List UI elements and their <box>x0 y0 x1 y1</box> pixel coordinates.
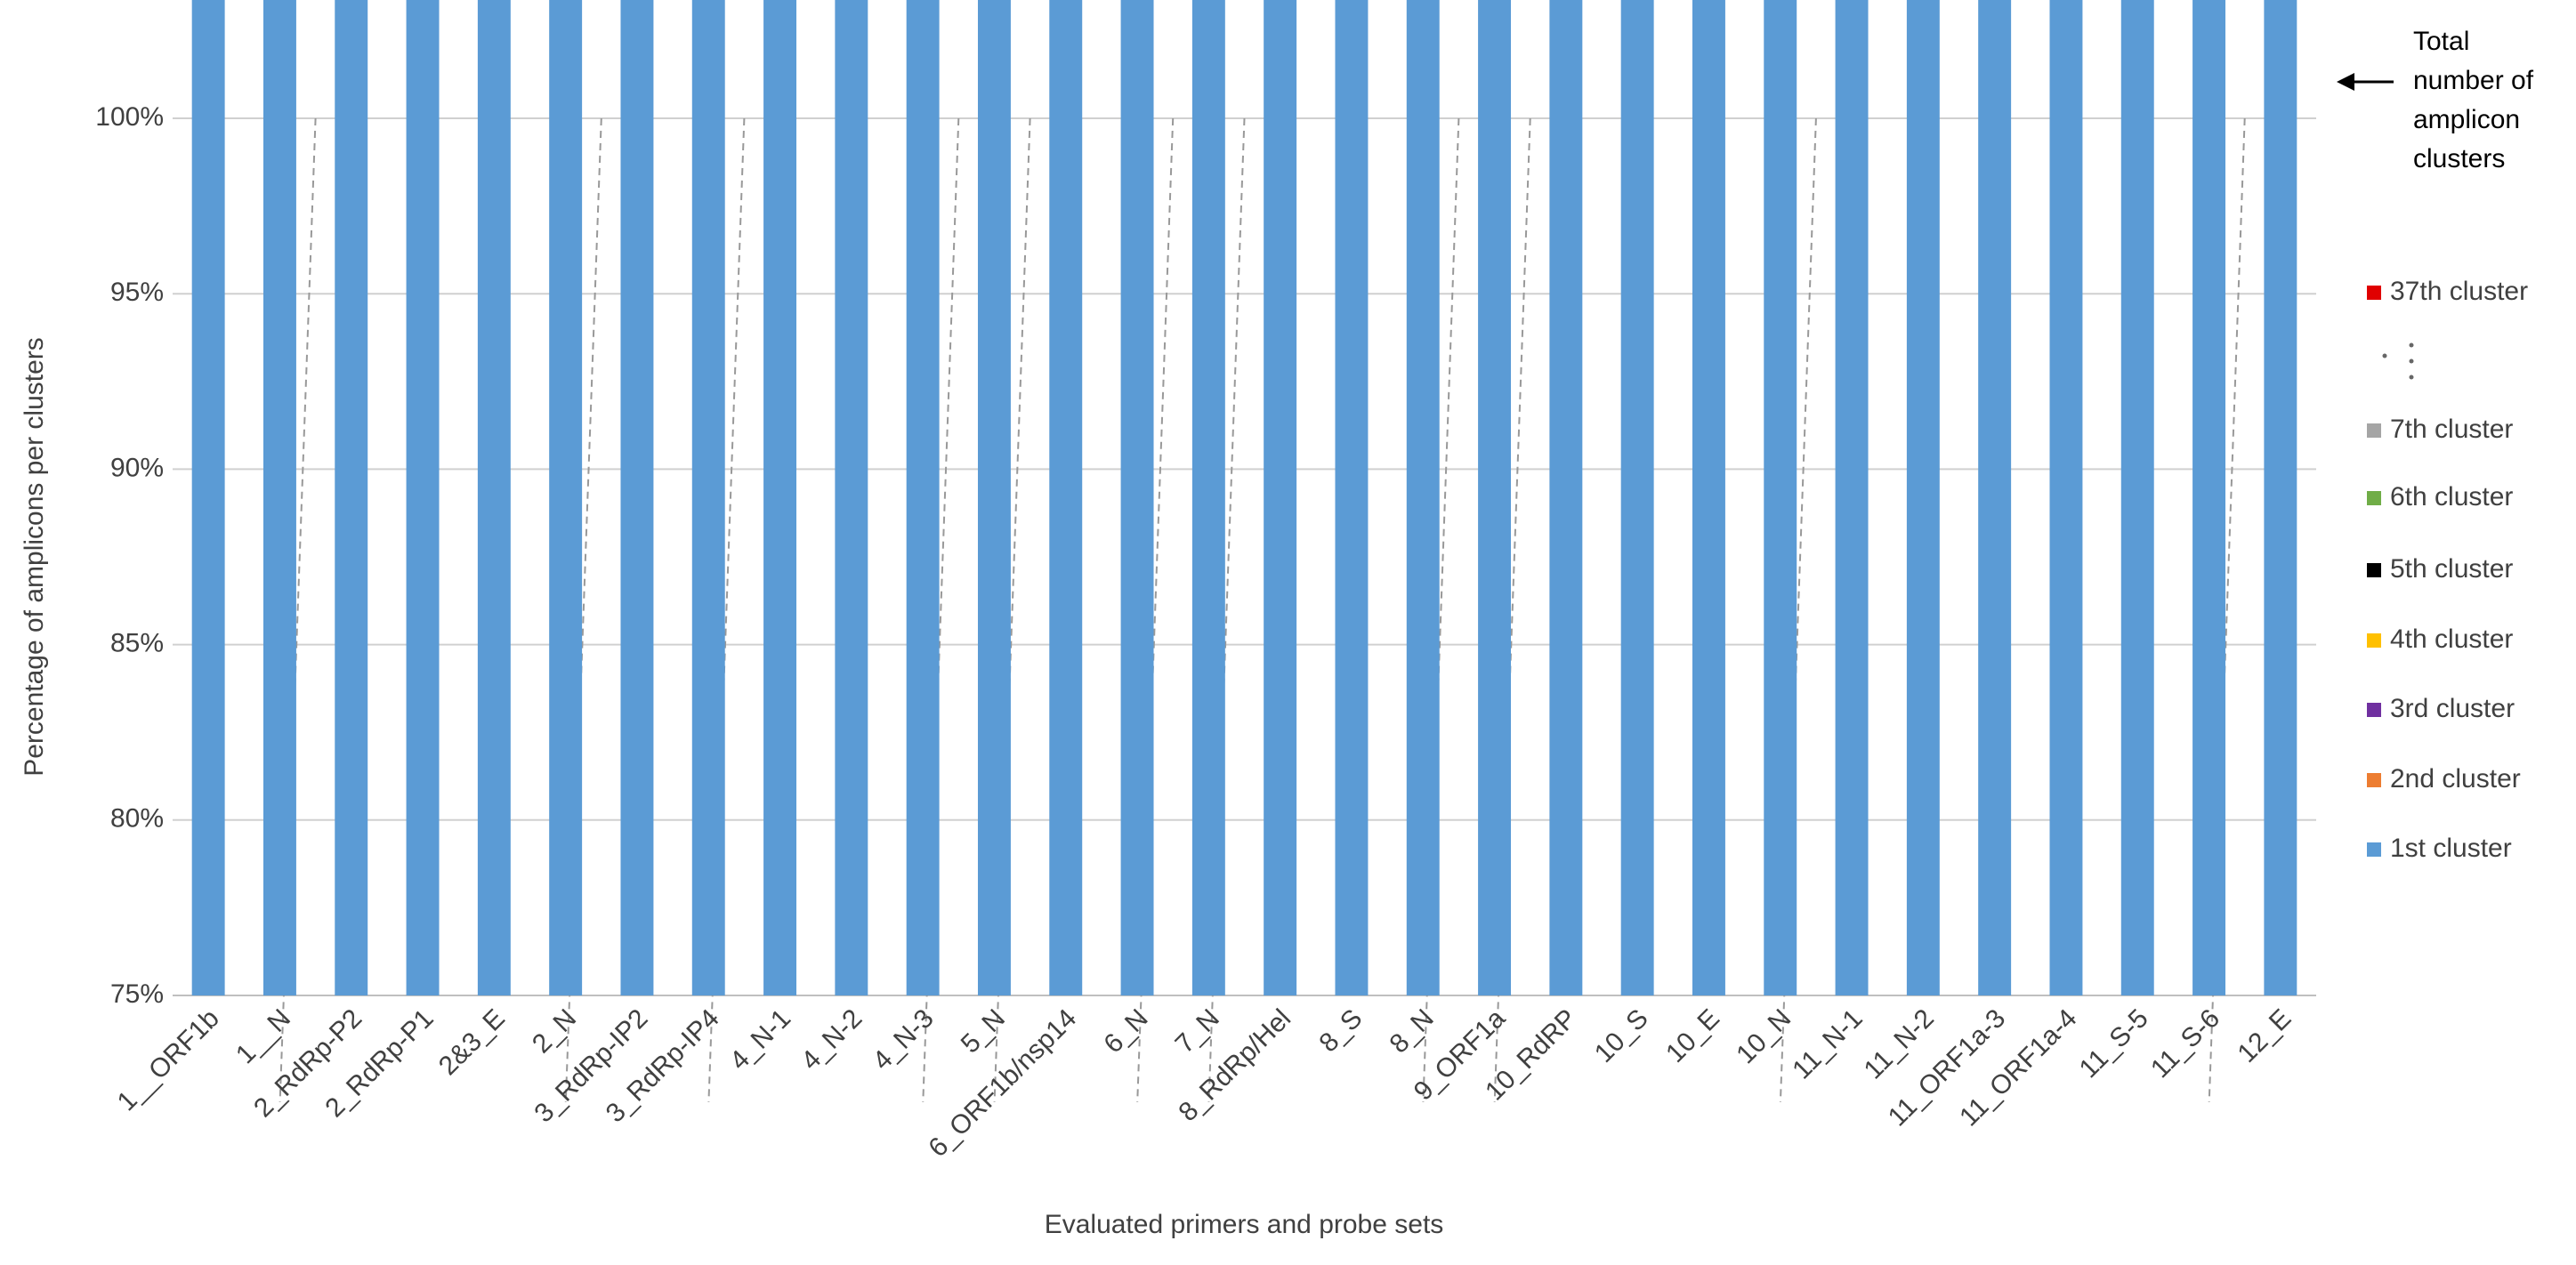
x-tick-label: 12_E <box>2233 1003 2297 1068</box>
annotation-arrowhead <box>2337 73 2354 91</box>
y-tick-label: 100% <box>95 102 164 132</box>
group-separator <box>993 117 1031 1103</box>
legend-label: 7th cluster <box>2390 415 2513 444</box>
y-axis-label: Percentage of amplicons per clusters <box>20 337 49 777</box>
legend-swatch <box>2367 423 2381 438</box>
group-separator <box>564 117 602 1103</box>
bar-segment <box>835 0 868 995</box>
bar-segment <box>1049 0 1083 995</box>
bar-segment <box>1264 0 1297 995</box>
bar-segment <box>763 0 797 995</box>
legend-label: 3rd cluster <box>2390 694 2515 723</box>
x-tick-label: 10_E <box>1660 1003 1725 1068</box>
bar-segment <box>262 0 296 995</box>
bar-segment <box>1620 0 1654 995</box>
x-tick-label: 1__ORF1b <box>112 1003 225 1116</box>
bar-segment <box>1406 0 1440 995</box>
y-tick-label: 90% <box>110 453 164 482</box>
legend-swatch <box>2367 842 2381 857</box>
x-tick-label: 8_S <box>1313 1003 1368 1058</box>
group-separator <box>1207 117 1246 1103</box>
legend-label: 2nd cluster <box>2390 764 2521 794</box>
x-tick-label: 5_N <box>956 1003 1011 1059</box>
bar-segment <box>2120 0 2154 995</box>
legend-swatch <box>2367 563 2381 577</box>
group-separator <box>1779 117 1817 1103</box>
group-separator <box>1493 117 1531 1103</box>
bar-segment <box>191 0 225 995</box>
bar-segment <box>1906 0 1940 995</box>
bar-segment <box>1335 0 1369 995</box>
bar-segment <box>1692 0 1725 995</box>
bar-segment <box>477 0 511 995</box>
bar-segment <box>406 0 440 995</box>
bar-segment <box>977 0 1011 995</box>
group-separator <box>922 117 960 1103</box>
bar-segment <box>1835 0 1869 995</box>
x-tick-label: 8_N <box>1385 1003 1440 1059</box>
group-separator <box>2208 117 2246 1103</box>
x-tick-label: 4_N-3 <box>868 1003 940 1076</box>
bar-segment <box>335 0 368 995</box>
x-tick-label: 4_N-1 <box>724 1003 796 1076</box>
legend-label: 5th cluster <box>2390 554 2513 584</box>
bar-segment <box>1191 0 1225 995</box>
x-axis-label: Evaluated primers and probe sets <box>1045 1210 1444 1239</box>
annotation: number of <box>2413 66 2534 95</box>
x-tick-label: 2_N <box>527 1003 582 1059</box>
x-tick-label: 2&3_E <box>433 1003 511 1081</box>
bar-segment <box>620 0 654 995</box>
bar-segment <box>1764 0 1797 995</box>
legend-swatch <box>2367 286 2381 300</box>
y-tick-label: 80% <box>110 804 164 834</box>
group-separator <box>1136 117 1175 1103</box>
x-tick-label: 1__N <box>230 1003 296 1069</box>
bar-segment <box>2264 0 2297 995</box>
y-tick-label: 75% <box>110 979 164 1009</box>
group-separator <box>279 117 317 1103</box>
annotation: amplicon <box>2413 105 2520 134</box>
bar-segment <box>2192 0 2226 995</box>
bar-segment <box>1120 0 1154 995</box>
bar-segment <box>906 0 940 995</box>
x-tick-label: 11_S-6 <box>2145 1003 2225 1084</box>
x-tick-label: 6_N <box>1098 1003 1153 1059</box>
legend-label: 37th cluster <box>2390 277 2528 306</box>
legend-label: 1st cluster <box>2390 834 2512 863</box>
annotation: clusters <box>2413 144 2505 173</box>
annotation: Total <box>2413 27 2469 56</box>
group-separator <box>707 117 746 1103</box>
y-tick-label: 95% <box>110 278 164 307</box>
legend-swatch <box>2367 703 2381 717</box>
x-tick-label: 10_S <box>1589 1003 1654 1068</box>
legend-swatch <box>2367 773 2381 787</box>
group-separator <box>1422 117 1460 1103</box>
bar-segment <box>549 0 583 995</box>
bar-segment <box>1478 0 1512 995</box>
legend-swatch <box>2367 491 2381 505</box>
bar-segment <box>2049 0 2083 995</box>
x-tick-label: 11_S-5 <box>2074 1003 2154 1084</box>
bar-segment <box>691 0 725 995</box>
bar-segment <box>1549 0 1583 995</box>
y-tick-label: 85% <box>110 629 164 658</box>
legend-label: 6th cluster <box>2390 482 2513 512</box>
x-tick-label: 7_N <box>1170 1003 1225 1059</box>
legend-label: 4th cluster <box>2390 624 2513 654</box>
x-tick-label: 4_N-2 <box>795 1003 868 1076</box>
legend-swatch <box>2367 633 2381 648</box>
x-tick-label: 10_N <box>1731 1003 1797 1069</box>
bar-segment <box>1978 0 2012 995</box>
x-tick-label: 11_N-1 <box>1787 1003 1868 1084</box>
legend-dots <box>2382 342 2414 380</box>
